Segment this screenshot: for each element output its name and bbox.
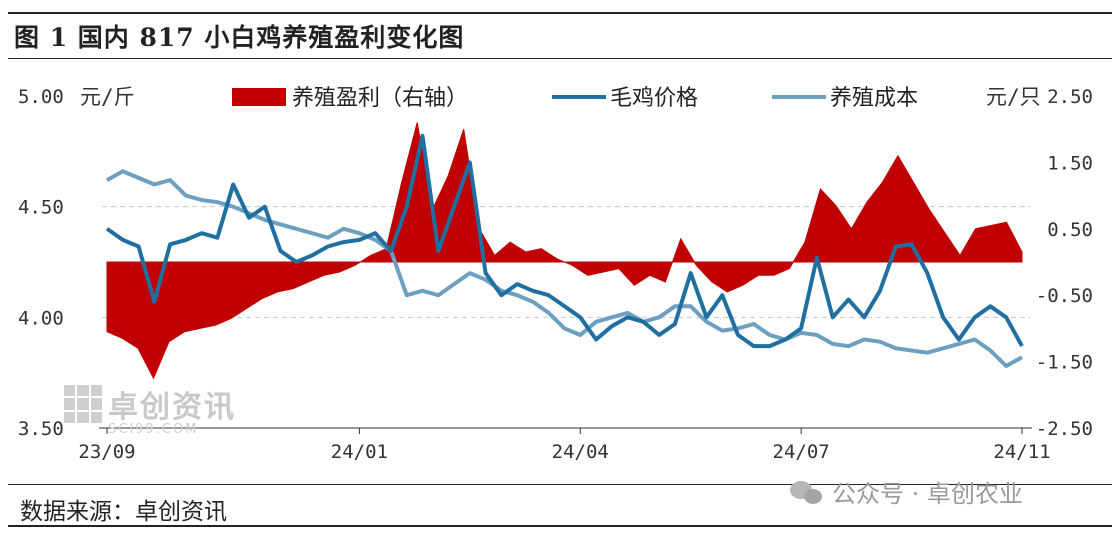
y-right-tick-label: -0.50 — [1036, 285, 1093, 307]
y-left-tick-label: 3.50 — [18, 418, 64, 440]
legend-swatch-profit — [232, 88, 286, 106]
right-unit-label: 元/只 — [986, 85, 1041, 109]
bottom-rule — [8, 484, 1112, 485]
chart-axes — [99, 427, 1032, 434]
legend-label-price: 毛鸡价格 — [610, 86, 698, 111]
chart-tick-labels: 5.00 4.50 4.00 3.50 2.50 1.50 0.50 -0.50 -1.50 -2… — [18, 85, 1093, 463]
footer-rule — [8, 525, 1112, 527]
wechat-icon — [790, 479, 824, 505]
y-left-tick-label: 4.50 — [18, 197, 64, 219]
cost-line — [106, 169, 1023, 368]
source-note: 数据来源：卓创资讯 — [20, 499, 227, 525]
price-line — [105, 133, 1024, 349]
profit-chart: 5.00 4.50 4.00 3.50 2.50 1.50 0.50 -0.50 -1.50 -2… — [18, 85, 1093, 463]
y-left-tick-label: 4.00 — [18, 307, 64, 329]
wechat-label: 公众号 · 卓创农业 — [832, 480, 1023, 508]
x-tick-label: 24/11 — [993, 441, 1050, 463]
wechat-attribution: 公众号 · 卓创农业 — [790, 474, 1023, 509]
y-right-tick-label: 2.50 — [1047, 86, 1093, 108]
x-tick-label: 24/04 — [552, 441, 609, 463]
watermark-site: SCI99.COM — [108, 422, 199, 437]
y-left-tick-label: 5.00 — [18, 86, 64, 108]
title-rule — [8, 58, 1112, 59]
y-right-tick-label: 1.50 — [1047, 152, 1093, 174]
left-unit-label: 元/斤 — [80, 85, 135, 109]
legend-label-cost: 养殖成本 — [830, 86, 918, 111]
chart-grid — [102, 206, 1030, 318]
figure-title: 图 1 国内 817 小白鸡养殖盈利变化图 — [14, 23, 465, 52]
y-right-tick-label: -1.50 — [1036, 352, 1093, 374]
x-tick-label: 24/01 — [331, 441, 388, 463]
legend-label-profit: 养殖盈利（右轴） — [292, 86, 468, 111]
x-tick-label: 24/07 — [773, 441, 830, 463]
price-cost-lines — [105, 133, 1024, 368]
top-rule — [8, 12, 1112, 14]
watermark: 卓创资讯 — [64, 382, 236, 426]
watermark-brand: 卓创资讯 — [108, 390, 236, 425]
watermark-logo-icon — [64, 385, 102, 423]
chart-legend: 养殖盈利（右轴） 毛鸡价格 养殖成本 — [232, 86, 918, 111]
profit-area-series — [106, 122, 1023, 380]
profit-area — [106, 122, 1023, 380]
y-right-tick-label: -2.50 — [1036, 418, 1093, 440]
y-right-tick-label: 0.50 — [1047, 219, 1093, 241]
x-tick-label: 23/09 — [78, 441, 135, 463]
